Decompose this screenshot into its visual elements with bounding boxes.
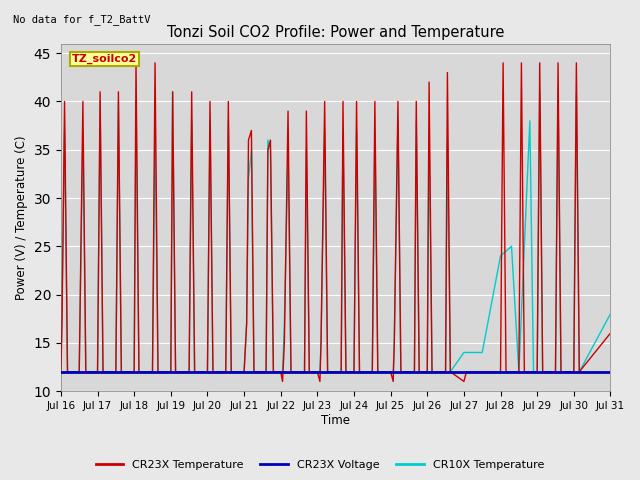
Text: No data for f_T2_BattV: No data for f_T2_BattV (13, 14, 150, 25)
Y-axis label: Power (V) / Temperature (C): Power (V) / Temperature (C) (15, 135, 28, 300)
Legend: CR23X Temperature, CR23X Voltage, CR10X Temperature: CR23X Temperature, CR23X Voltage, CR10X … (91, 456, 549, 474)
Text: TZ_soilco2: TZ_soilco2 (72, 54, 137, 64)
Title: Tonzi Soil CO2 Profile: Power and Temperature: Tonzi Soil CO2 Profile: Power and Temper… (167, 24, 504, 39)
X-axis label: Time: Time (321, 414, 350, 427)
